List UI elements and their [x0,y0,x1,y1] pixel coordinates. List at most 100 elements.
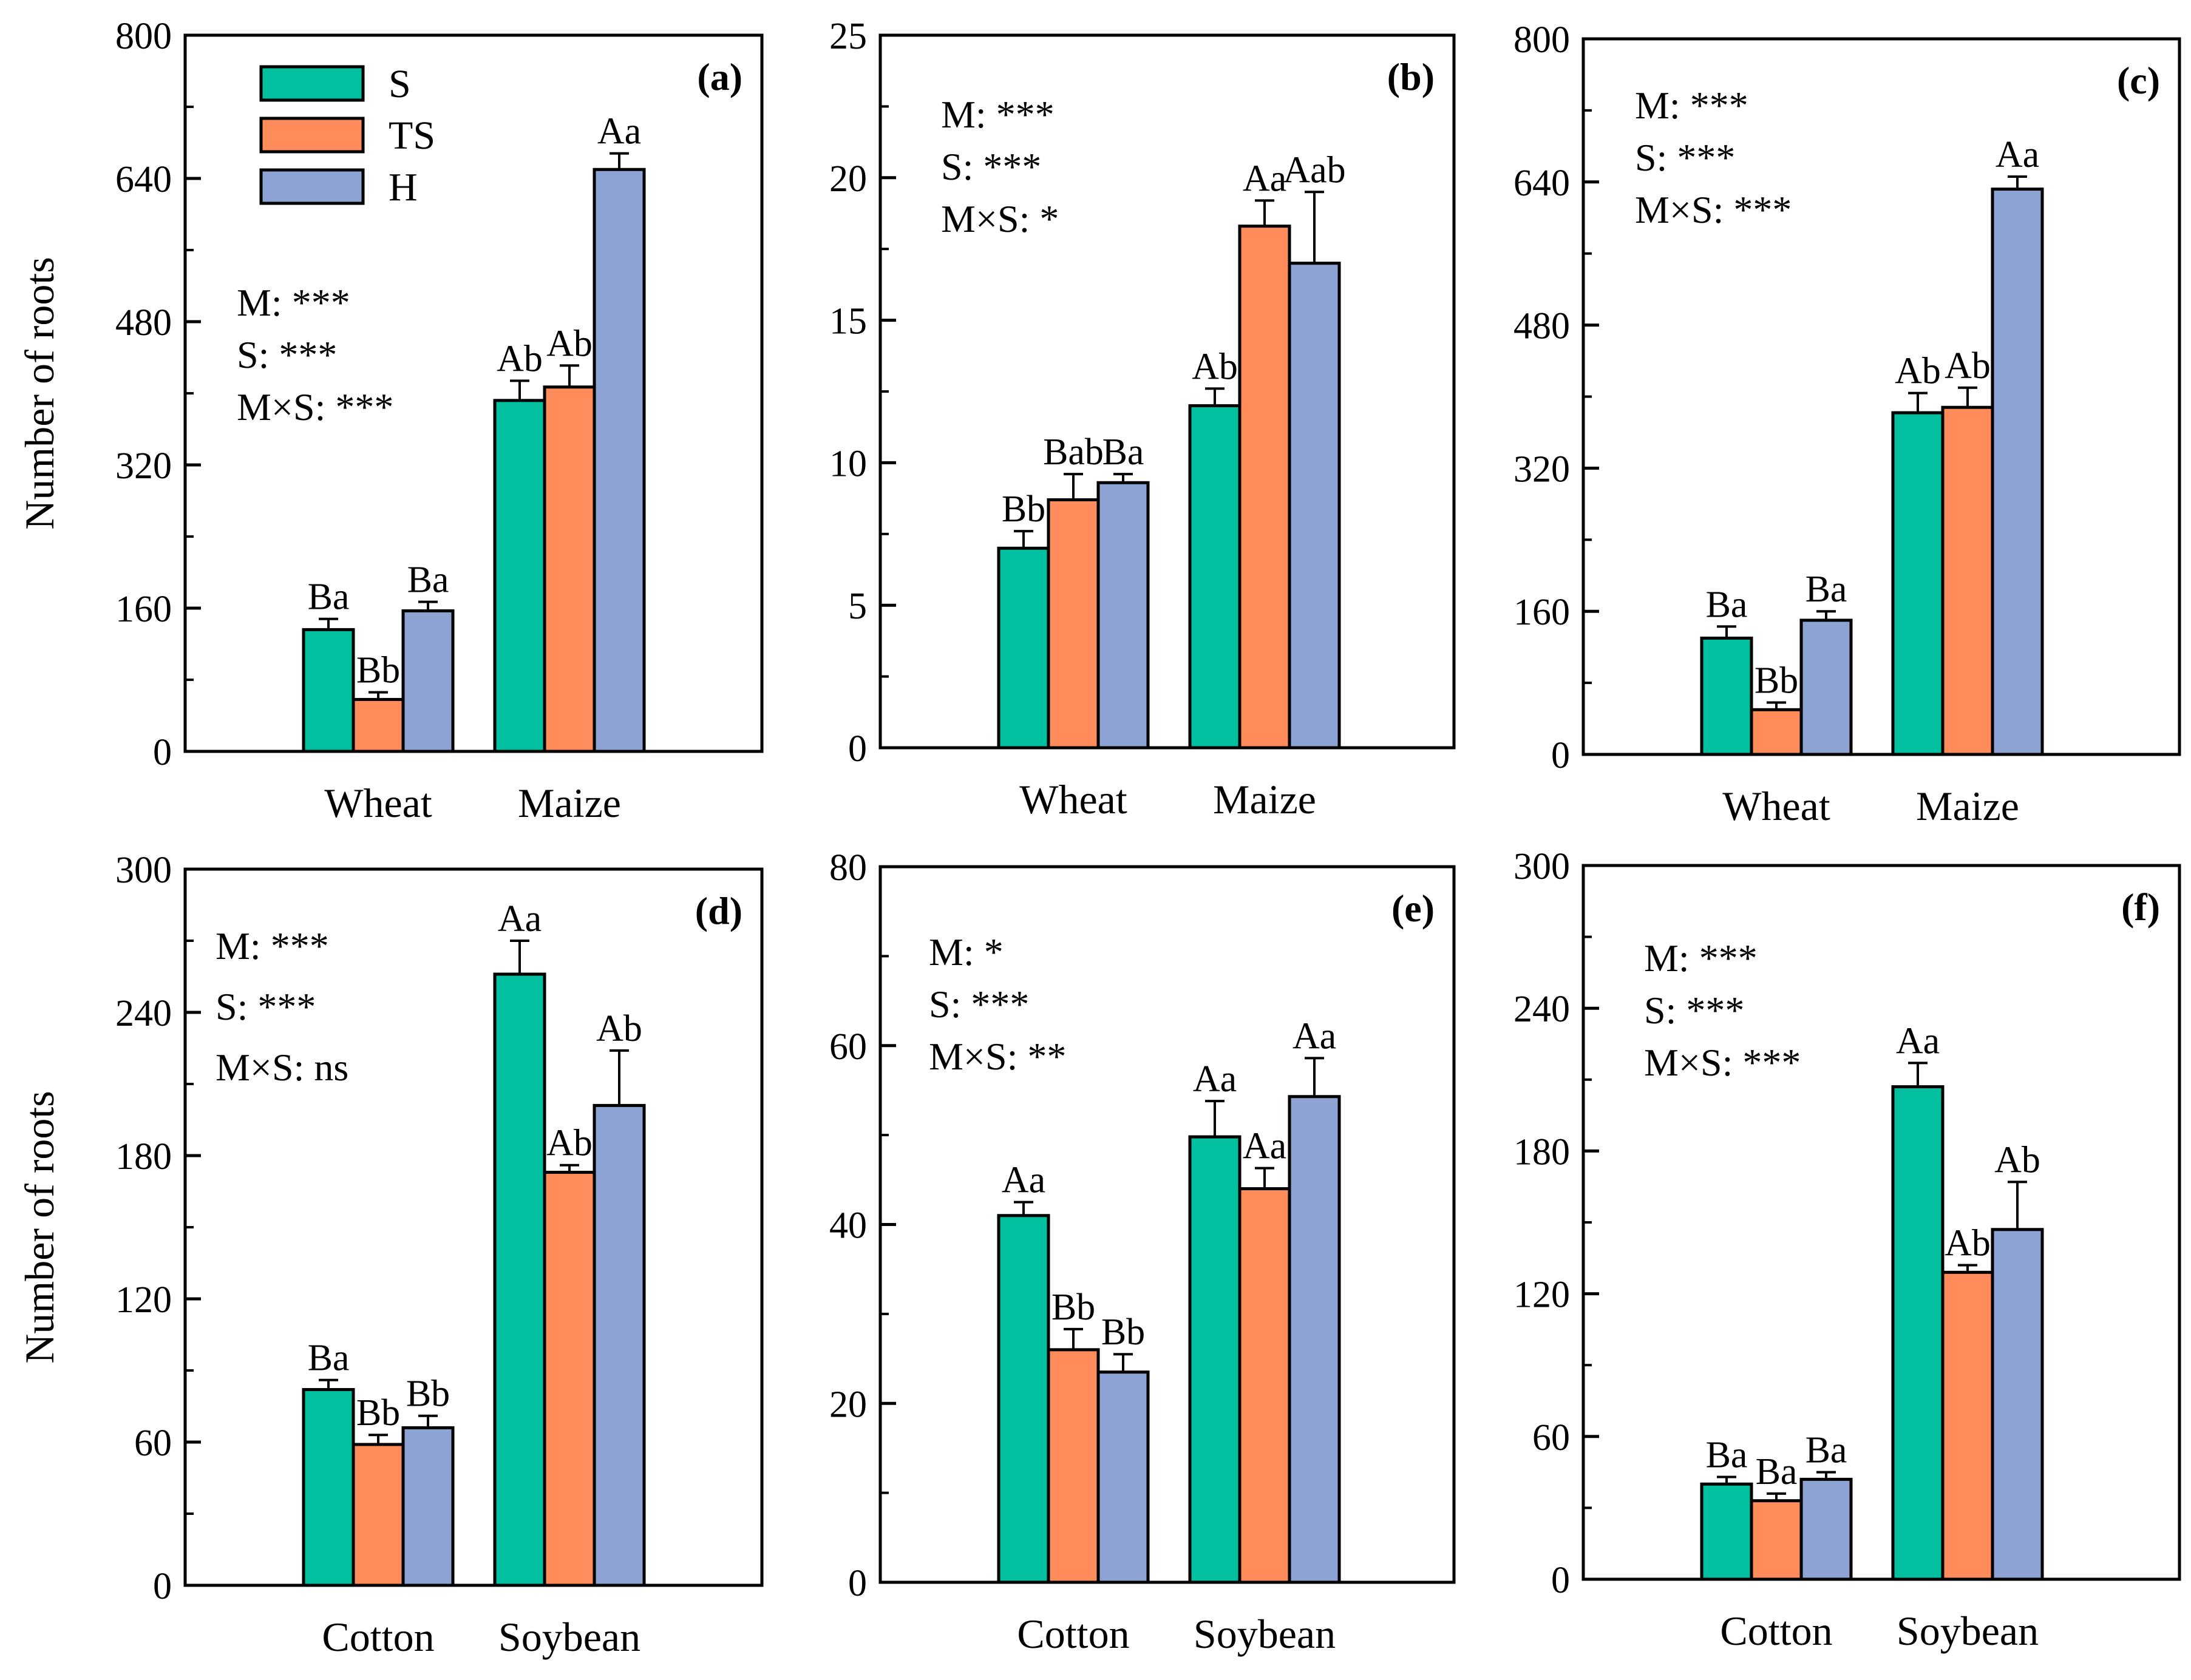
x-category-label: Cotton [1720,1608,1832,1654]
x-category-label: Soybean [498,1614,640,1660]
y-tick-label: 640 [1513,163,1570,204]
x-category-label: Wheat [1019,776,1127,822]
panel-label: (d) [695,889,742,932]
significance-letter: Ab [546,1123,593,1164]
stats-annotation: M×S: *** [1635,188,1792,231]
significance-letter: Aab [1283,149,1345,191]
x-category-label: Soybean [1897,1608,2039,1654]
y-tick-label: 480 [115,302,172,344]
significance-letter: Aa [1002,1160,1045,1201]
bar-s-maize [493,399,546,753]
y-tick-label: 40 [829,1205,867,1247]
significance-letter: Bb [1002,489,1045,530]
stats-annotation: M×S: *** [237,385,393,428]
bar-ts-maize [543,385,596,753]
plot-frame [878,33,1456,750]
legend: S TS H [259,62,435,209]
significance-letter: Ab [1945,1223,1991,1264]
stats-annotation: S: *** [216,985,316,1028]
significance-letter: Ba [1102,432,1144,473]
significance-letter: Bab [1043,432,1104,473]
significance-letter: Aa [1243,158,1286,199]
stats-annotation: M: *** [237,281,350,324]
legend-label-h: H [389,165,418,209]
stats-annotation: M: *** [216,924,329,967]
significance-letter: Bb [1754,660,1798,702]
bar-h-soybean [1288,1095,1341,1584]
stats-annotation: M: *** [1644,937,1758,980]
significance-letter: Aa [1193,1058,1237,1100]
significance-letter: Ba [407,560,449,601]
bar-ts-soybean [543,1171,596,1587]
significance-letter: Bb [406,1373,450,1415]
significance-letter: Ba [1805,569,1847,610]
y-tick-label: 80 [829,847,867,889]
significance-letter: Ba [1706,584,1748,625]
y-tick-label: 20 [829,158,867,200]
bar-h-wheat [401,609,455,753]
y-tick-label: 240 [1513,989,1570,1030]
bar-h-cotton [1096,1370,1150,1584]
bar-s-maize [1188,404,1242,750]
bar-ts-soybean [1941,1270,1994,1581]
x-category-label: Maize [518,780,621,826]
y-tick-label: 320 [1513,449,1570,490]
significance-letter: Bb [356,650,400,691]
y-axis-label: Number of roots [16,257,63,529]
x-category-label: Cotton [1017,1611,1129,1657]
panel-label: (f) [2121,886,2160,929]
panel-label: (b) [1387,55,1435,98]
y-tick-label: 300 [115,850,172,891]
legend-swatch-ts [259,117,365,154]
y-tick-label: 240 [115,993,172,1034]
y-tick-label: 0 [848,728,867,770]
bar-h-maize [1991,188,2044,756]
y-tick-label: 10 [829,443,867,484]
y-tick-label: 0 [848,1563,867,1604]
y-tick-label: 5 [848,586,867,627]
bar-h-wheat [1799,618,1853,756]
bar-h-soybean [1991,1228,2044,1581]
significance-letter: Ab [1994,1139,2040,1180]
bar-ts-cotton [1750,1499,1803,1581]
y-tick-label: 60 [134,1423,172,1464]
bar-s-soybean [1188,1135,1242,1584]
bar-s-cotton [302,1387,355,1587]
significance-letter: Ab [1945,345,1991,387]
stats-annotation: M: *** [1635,84,1748,127]
y-tick-label: 0 [1551,735,1570,776]
stats-annotation: M×S: ns [216,1046,348,1089]
stats-annotation: S: *** [237,333,337,376]
y-tick-label: 480 [1513,306,1570,347]
y-tick-label: 640 [115,159,172,200]
x-category-label: Maize [1213,776,1316,822]
panel-label: (e) [1391,887,1435,930]
panel-c: 0 160 320 480 640 800 Ba Ab Bb Ab Ba Aa Wheat Maize (c… [1513,19,2181,829]
significance-letter: Aa [1293,1015,1336,1057]
x-category-label: Maize [1916,783,2019,829]
significance-letter: Ab [1895,351,1941,392]
significance-letter: Aa [1243,1126,1286,1167]
significance-letter: Ab [497,338,543,379]
legend-label-ts: TS [389,113,435,158]
x-category-label: Wheat [1722,783,1830,829]
stats-annotation: M×S: *** [1644,1041,1801,1084]
significance-letter: Bb [1051,1287,1095,1328]
stats-annotation: M: *** [941,93,1055,136]
bar-s-wheat [997,546,1050,750]
stats-annotation: M: * [929,930,1004,974]
panel-a: 0 160 320 480 640 800 Ba Ab Bb Ab Ba Aa Wheat Maize (a… [16,16,764,826]
y-axis-label: Number of roots [16,1091,63,1363]
bar-s-maize [1891,411,1945,756]
bar-ts-cotton [1047,1348,1100,1584]
bar-ts-maize [1238,225,1291,750]
stats-annotation: S: *** [1635,136,1735,179]
bar-s-cotton [1700,1482,1753,1581]
y-tick-label: 60 [1532,1417,1570,1458]
y-tick-label: 0 [1551,1560,1570,1601]
plot-frame [878,865,1456,1584]
bar-ts-maize [1941,405,1994,756]
stats-annotation: S: *** [941,145,1041,188]
panel-label: (c) [2117,59,2160,102]
y-tick-label: 160 [115,589,172,630]
